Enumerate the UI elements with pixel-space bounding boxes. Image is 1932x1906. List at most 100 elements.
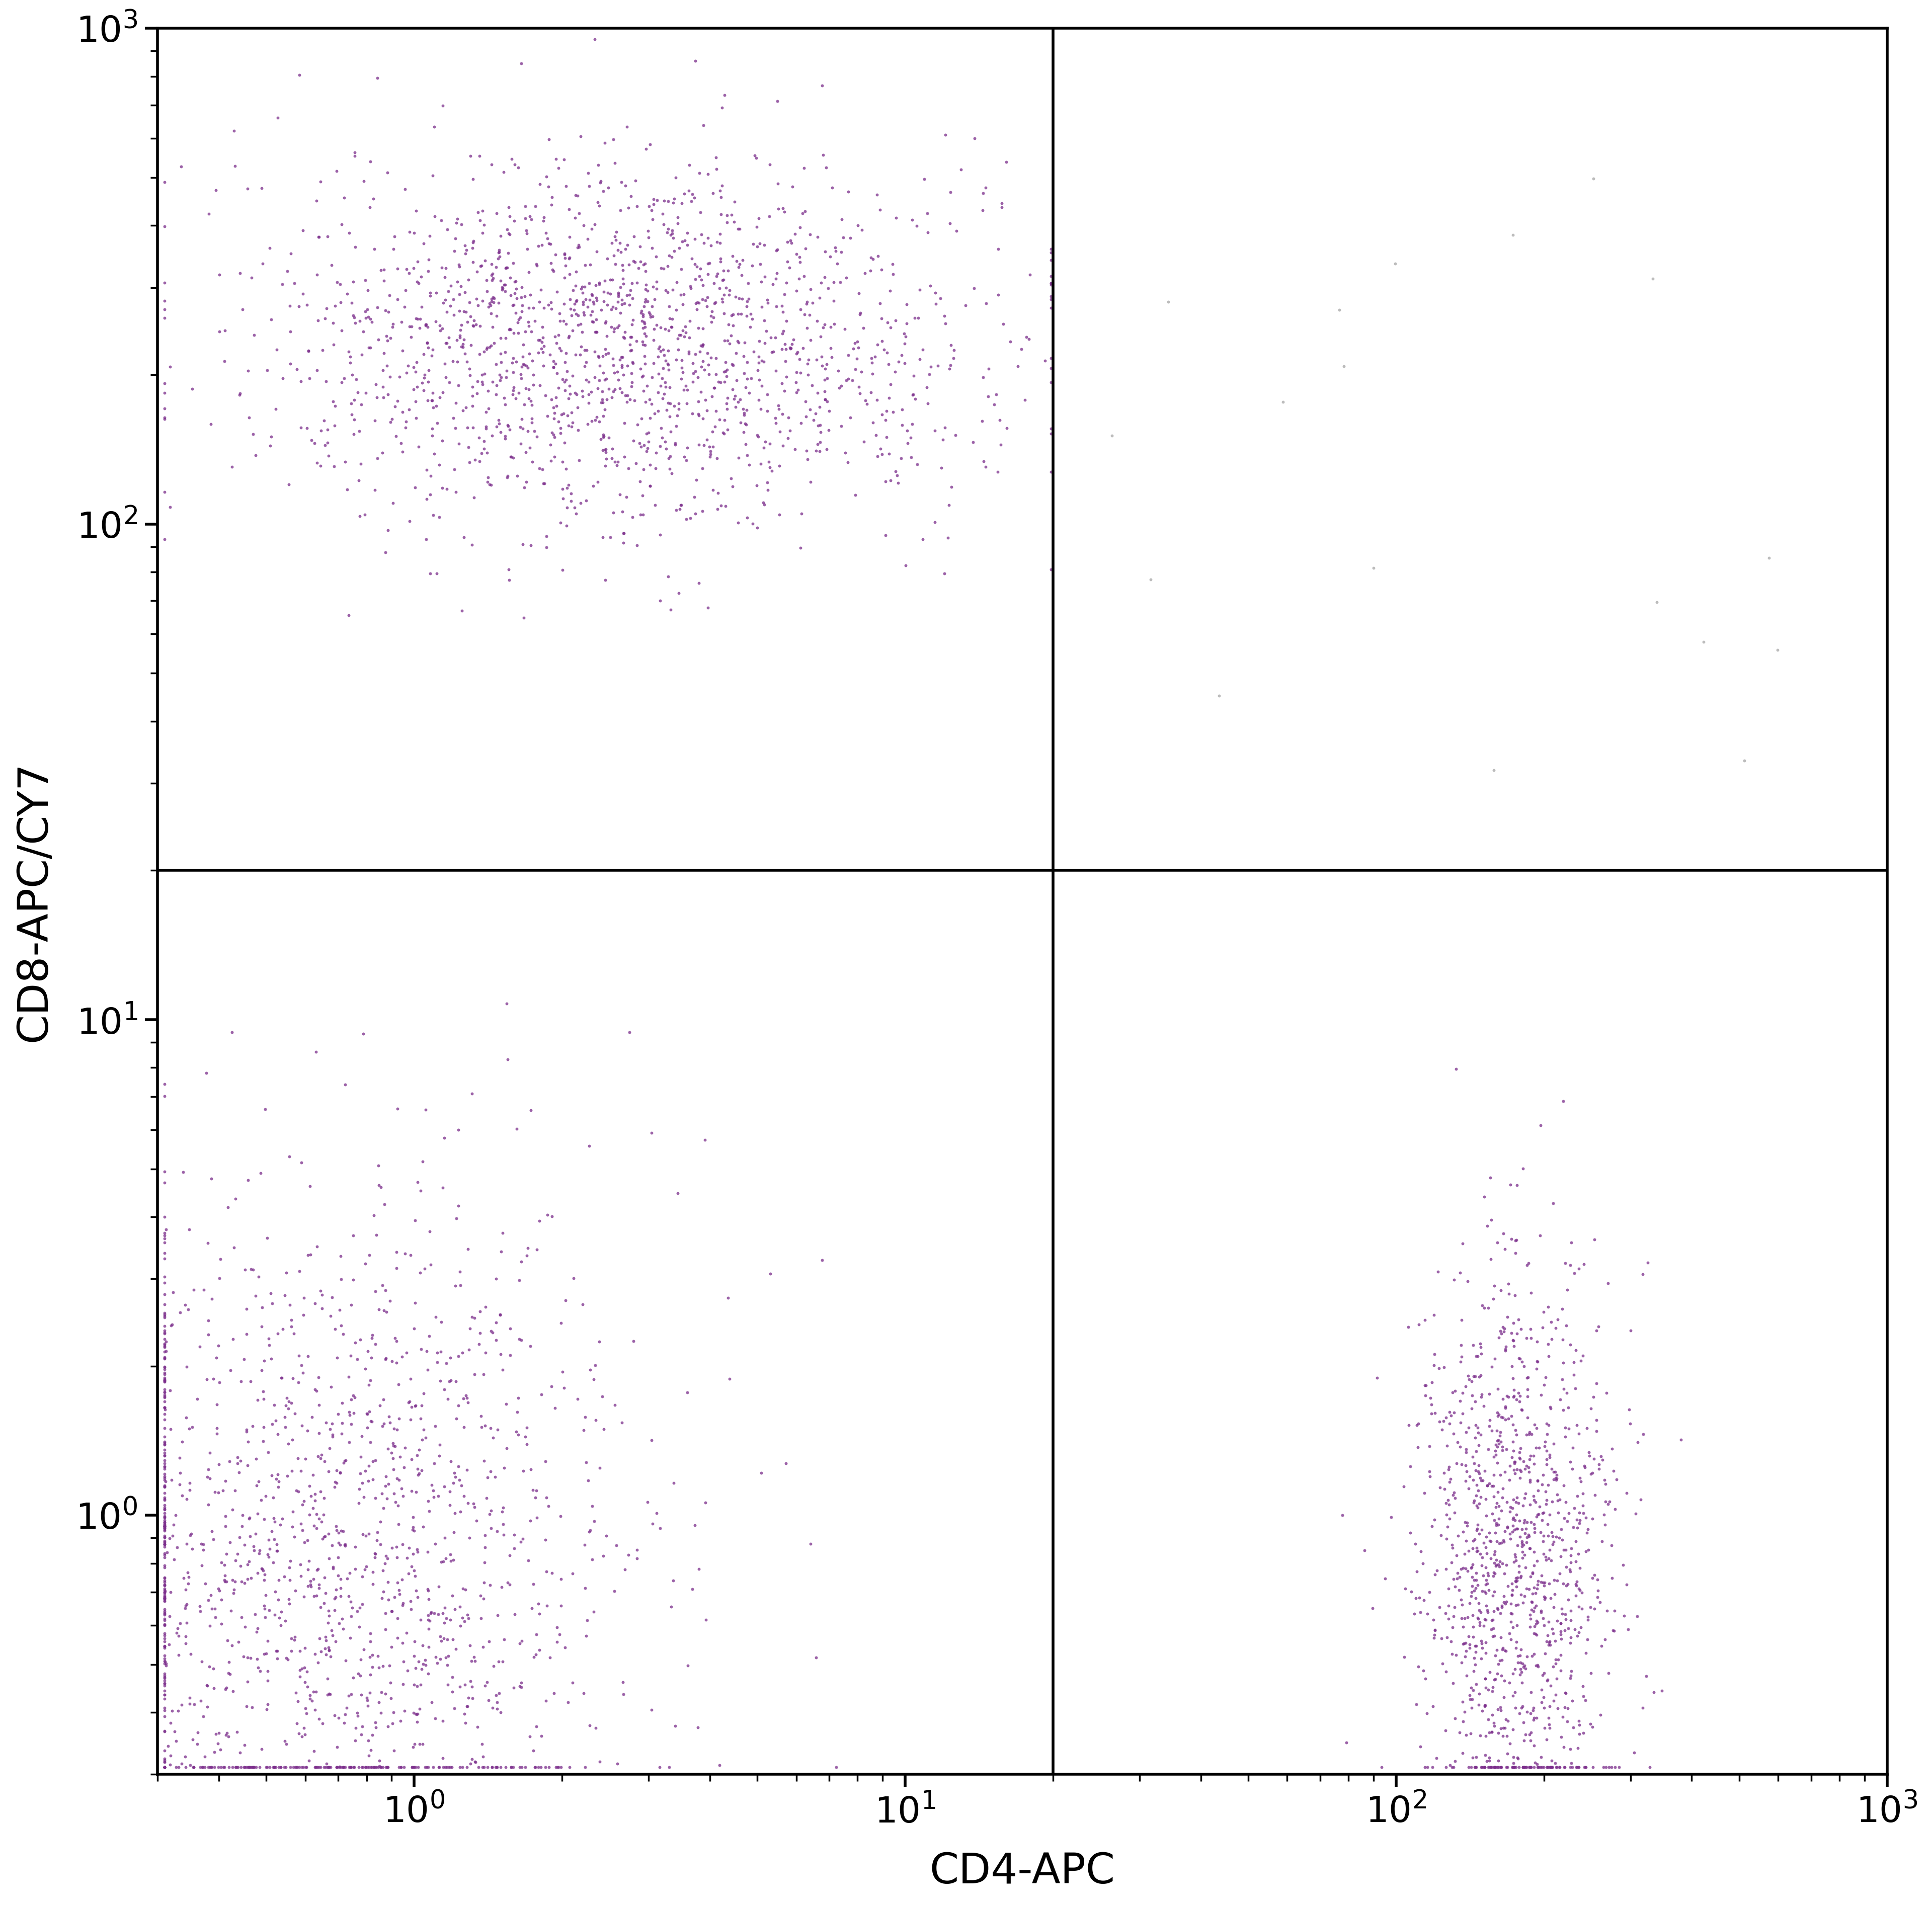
- Point: [696, 438, 726, 469]
- Point: [686, 496, 717, 526]
- Point: [178, 1752, 209, 1782]
- Point: [1573, 1605, 1604, 1635]
- Point: [483, 1647, 514, 1677]
- Point: [1536, 1487, 1567, 1517]
- Point: [311, 1752, 342, 1782]
- Point: [1638, 1677, 1669, 1708]
- Point: [373, 1712, 404, 1742]
- Point: [524, 286, 554, 316]
- Point: [715, 1365, 746, 1395]
- Point: [1418, 1691, 1449, 1721]
- Point: [408, 375, 439, 406]
- Point: [458, 225, 489, 255]
- Point: [1501, 1500, 1532, 1531]
- Point: [301, 448, 332, 478]
- Point: [630, 286, 661, 316]
- Point: [784, 246, 815, 276]
- Point: [315, 1679, 346, 1710]
- Point: [545, 297, 576, 328]
- Point: [485, 347, 516, 377]
- Point: [562, 311, 593, 341]
- Point: [294, 335, 325, 366]
- Point: [185, 1752, 216, 1782]
- Point: [603, 313, 634, 343]
- Point: [1515, 1441, 1546, 1471]
- Point: [784, 532, 815, 562]
- Point: [315, 1641, 346, 1672]
- Point: [723, 326, 753, 356]
- Point: [1478, 1620, 1509, 1651]
- Point: [711, 200, 742, 231]
- Point: [1426, 1414, 1457, 1445]
- Point: [185, 1550, 216, 1580]
- Point: [1501, 1590, 1532, 1620]
- Point: [211, 1502, 242, 1532]
- Point: [1501, 1611, 1532, 1641]
- Point: [423, 1752, 454, 1782]
- Point: [1563, 1733, 1594, 1763]
- Point: [1484, 1551, 1515, 1582]
- Point: [149, 1584, 180, 1614]
- Point: [1567, 1593, 1598, 1624]
- Point: [282, 1752, 313, 1782]
- Point: [149, 1752, 180, 1782]
- Point: [460, 1746, 491, 1776]
- Point: [1389, 1471, 1420, 1502]
- Point: [1453, 1622, 1484, 1653]
- Point: [1484, 1546, 1515, 1576]
- Point: [305, 1752, 336, 1782]
- Point: [340, 1725, 371, 1755]
- Point: [663, 1178, 694, 1208]
- Point: [191, 1670, 222, 1700]
- Point: [798, 404, 829, 435]
- Point: [338, 1264, 369, 1294]
- Point: [1451, 1450, 1482, 1481]
- Point: [1534, 1443, 1565, 1473]
- Point: [653, 185, 684, 215]
- Point: [429, 1523, 460, 1553]
- Point: [261, 1464, 292, 1494]
- Point: [1592, 1489, 1623, 1519]
- Point: [582, 316, 612, 347]
- Point: [259, 1576, 290, 1607]
- Point: [149, 1565, 180, 1595]
- Point: [981, 457, 1012, 488]
- Point: [912, 198, 943, 229]
- Point: [294, 1746, 325, 1776]
- Point: [149, 1597, 180, 1628]
- Point: [1464, 1679, 1495, 1710]
- Point: [450, 238, 481, 269]
- Point: [1492, 1511, 1522, 1542]
- Point: [1517, 1595, 1548, 1626]
- Point: [1575, 1458, 1605, 1489]
- Point: [321, 1582, 352, 1612]
- Point: [506, 1752, 537, 1782]
- Point: [883, 467, 914, 497]
- Point: [1463, 1588, 1493, 1618]
- Point: [462, 1712, 493, 1742]
- Point: [439, 299, 469, 330]
- Point: [493, 213, 524, 244]
- Point: [261, 1536, 292, 1567]
- Point: [369, 1679, 400, 1710]
- Point: [1036, 353, 1066, 383]
- Point: [516, 204, 547, 234]
- Point: [1590, 1752, 1621, 1782]
- Point: [402, 1582, 433, 1612]
- Point: [624, 253, 655, 284]
- Point: [301, 1555, 332, 1586]
- Point: [632, 372, 663, 402]
- Point: [479, 328, 510, 358]
- Point: [1486, 1426, 1517, 1456]
- Point: [1528, 1567, 1559, 1597]
- Point: [357, 1569, 388, 1599]
- Point: [653, 213, 684, 244]
- Point: [319, 1584, 350, 1614]
- Point: [325, 1572, 355, 1603]
- Point: [1488, 1435, 1519, 1466]
- Point: [1416, 1511, 1447, 1542]
- Point: [373, 326, 404, 356]
- Point: [228, 1500, 259, 1531]
- Point: [746, 395, 777, 425]
- Point: [485, 1300, 516, 1330]
